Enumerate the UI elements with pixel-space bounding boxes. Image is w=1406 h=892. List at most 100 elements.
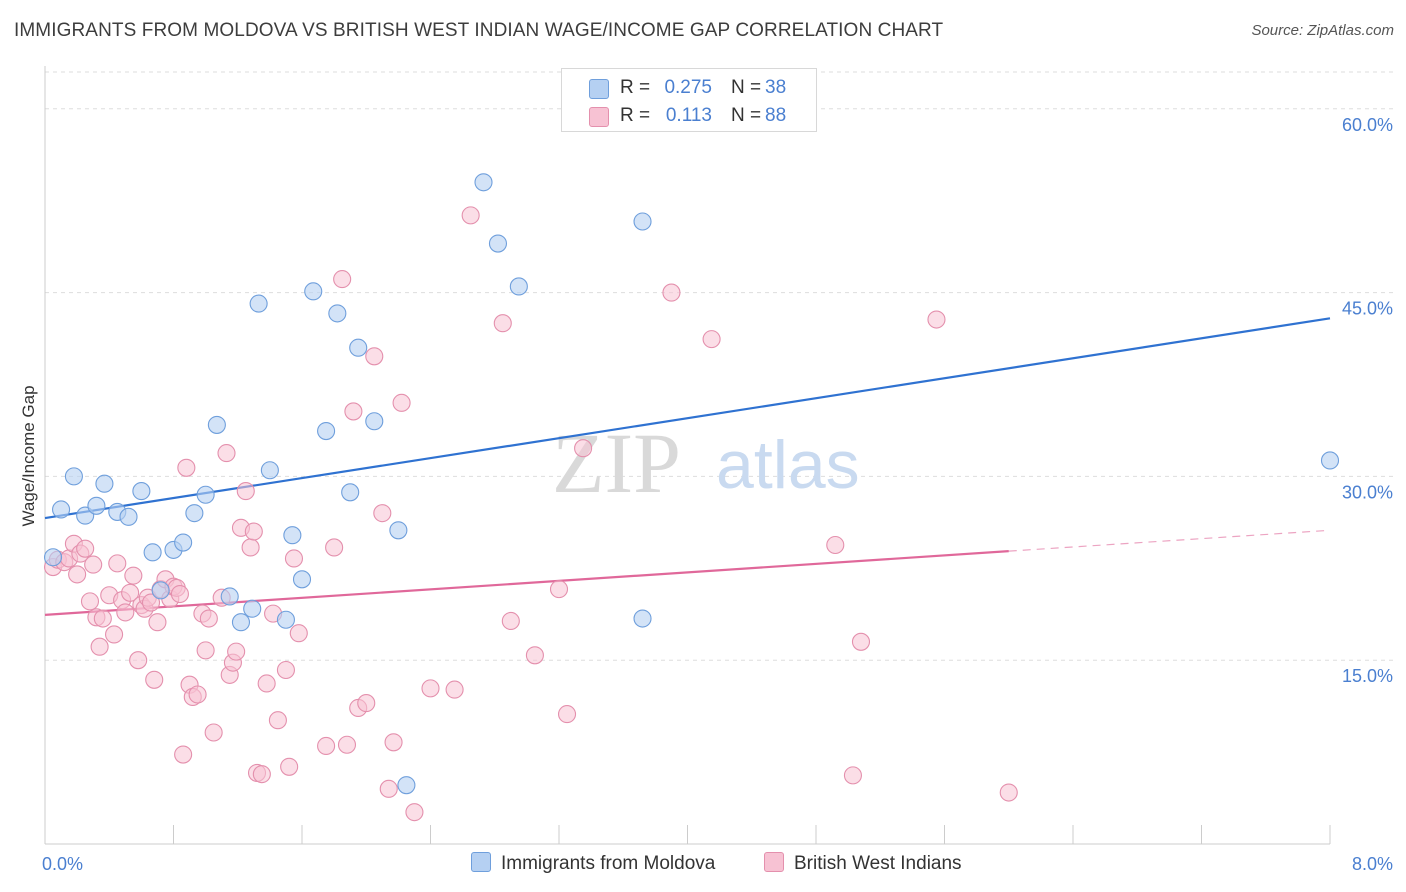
data-point-british-west-indians	[365, 347, 384, 366]
data-point-british-west-indians	[148, 613, 167, 632]
x-tick-label: 0.0%	[42, 854, 83, 874]
legend-row-bwi: R = 0.113 N = 88	[562, 103, 816, 129]
trend-lines	[44, 317, 1331, 616]
data-point-british-west-indians	[236, 482, 255, 501]
bottom-legend-swatch-pink	[764, 852, 784, 872]
data-point-british-west-indians	[141, 593, 161, 612]
data-point-moldova	[633, 609, 652, 628]
data-point-british-west-indians	[337, 735, 357, 754]
data-point-british-west-indians	[289, 624, 308, 643]
data-point-british-west-indians	[557, 705, 577, 724]
data-point-british-west-indians	[493, 314, 512, 333]
data-point-british-west-indians	[843, 766, 862, 785]
data-point-british-west-indians	[344, 402, 363, 421]
data-point-moldova	[365, 412, 384, 431]
data-point-moldova	[397, 776, 416, 795]
data-point-british-west-indians	[280, 757, 299, 776]
data-point-british-west-indians	[379, 779, 398, 798]
data-point-moldova	[328, 304, 347, 323]
data-point-british-west-indians	[461, 206, 480, 225]
data-point-british-west-indians	[284, 549, 304, 568]
data-point-british-west-indians	[445, 680, 464, 699]
data-point-moldova	[633, 212, 652, 231]
data-point-british-west-indians	[93, 609, 112, 628]
data-point-moldova	[231, 613, 251, 632]
data-point-moldova	[52, 500, 71, 519]
data-point-moldova	[151, 581, 170, 600]
legend-row-moldova: R = 0.275 N = 38	[562, 75, 816, 101]
bottom-legend-label: Immigrants from Moldova	[501, 853, 716, 874]
data-point-british-west-indians	[68, 565, 87, 584]
data-point-british-west-indians	[333, 270, 352, 289]
data-point-moldova	[220, 587, 239, 606]
data-point-moldova	[292, 570, 312, 589]
chart-title: IMMIGRANTS FROM MOLDOVA VS BRITISH WEST …	[14, 20, 944, 41]
data-point-moldova	[283, 526, 302, 545]
y-tick-label: 30.0%	[1342, 482, 1393, 502]
data-point-british-west-indians	[188, 685, 207, 704]
data-point-british-west-indians	[999, 783, 1018, 802]
data-point-british-west-indians	[80, 592, 100, 611]
data-point-moldova	[474, 173, 493, 192]
data-point-moldova	[389, 521, 408, 540]
data-point-british-west-indians	[196, 641, 215, 660]
data-point-british-west-indians	[392, 393, 411, 412]
data-point-british-west-indians	[702, 330, 721, 349]
data-point-british-west-indians	[826, 535, 845, 555]
data-point-british-west-indians	[851, 632, 871, 651]
points-british-west-indians	[43, 206, 1018, 822]
data-point-british-west-indians	[129, 651, 148, 670]
data-point-moldova	[509, 277, 528, 296]
data-point-british-west-indians	[121, 583, 140, 602]
trend-line-british-west-indians	[44, 550, 1009, 616]
data-point-british-west-indians	[373, 504, 392, 523]
data-point-moldova	[174, 533, 193, 552]
bottom-legend-moldova: Immigrants from Moldova	[471, 852, 715, 875]
bottom-legend-swatch-blue	[471, 852, 491, 872]
legend-swatch-blue	[589, 79, 609, 99]
legend-n-label: N =	[731, 77, 762, 98]
data-point-british-west-indians	[257, 674, 276, 693]
data-point-moldova	[304, 282, 323, 301]
data-point-british-west-indians	[574, 439, 593, 458]
legend-r-value: 0.113	[665, 105, 712, 126]
points-moldova	[43, 173, 1340, 795]
data-point-british-west-indians	[170, 584, 189, 604]
data-point-british-west-indians	[145, 670, 164, 689]
data-point-british-west-indians	[177, 458, 196, 477]
data-point-british-west-indians	[84, 555, 103, 574]
source-credit: Source: ZipAtlas.com	[1251, 22, 1394, 39]
x-tick-label: 8.0%	[1352, 854, 1393, 874]
data-point-moldova	[87, 496, 106, 515]
axes	[44, 66, 1331, 845]
bottom-legend-label: British West Indians	[794, 853, 962, 874]
data-point-british-west-indians	[252, 765, 271, 784]
data-point-moldova	[276, 610, 295, 629]
data-point-moldova	[249, 294, 268, 313]
data-point-british-west-indians	[108, 554, 127, 573]
data-point-moldova	[95, 474, 114, 493]
data-point-british-west-indians	[501, 611, 520, 631]
correlation-legend: R = 0.275 N = 38 R = 0.113 N = 88	[561, 68, 817, 132]
data-point-british-west-indians	[204, 723, 223, 742]
data-point-moldova	[143, 543, 162, 562]
trend-line-moldova	[44, 317, 1331, 520]
data-point-moldova	[488, 234, 508, 253]
watermark-zip: ZIP	[552, 415, 681, 511]
data-point-british-west-indians	[268, 711, 287, 730]
legend-r-label: R =	[620, 77, 651, 98]
data-point-british-west-indians	[199, 609, 218, 628]
data-point-british-west-indians	[105, 625, 124, 644]
data-point-moldova	[243, 599, 262, 618]
data-point-british-west-indians	[357, 694, 376, 713]
data-point-british-west-indians	[276, 660, 295, 680]
data-point-british-west-indians	[244, 522, 263, 541]
watermark-atlas: atlas	[716, 427, 860, 503]
data-point-british-west-indians	[241, 538, 260, 557]
data-point-moldova	[64, 467, 83, 486]
data-point-moldova	[196, 485, 215, 504]
x-tick-labels: 0.0% 8.0%	[42, 854, 1393, 874]
data-point-moldova	[119, 507, 138, 526]
y-tick-label: 45.0%	[1342, 299, 1393, 319]
